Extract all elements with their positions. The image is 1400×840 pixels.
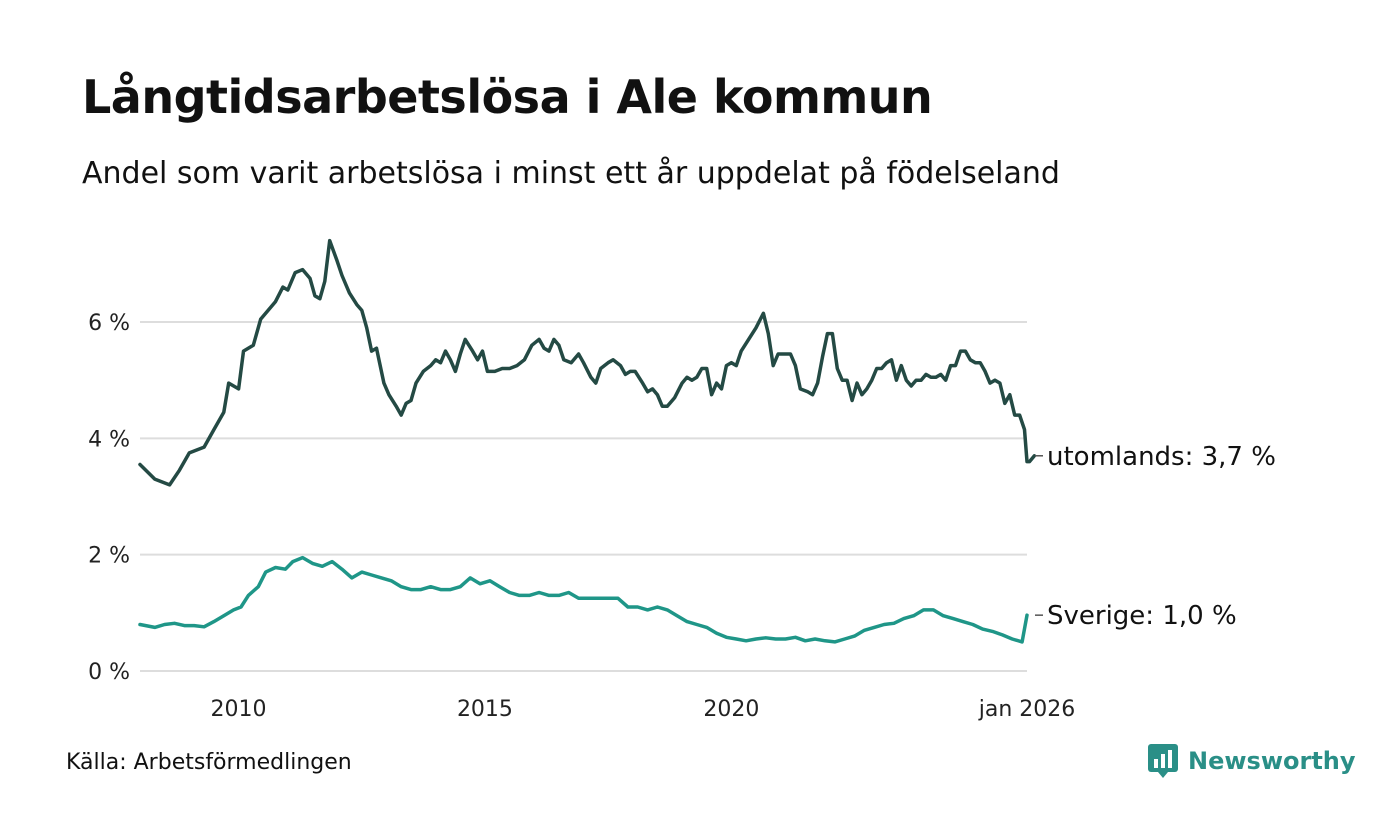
x-tick-label: jan 2026 bbox=[978, 697, 1076, 722]
source-note: Källa: Arbetsförmedlingen bbox=[66, 750, 352, 775]
y-tick-label: 0 % bbox=[88, 660, 130, 685]
chart-title: Långtidsarbetslösa i Ale kommun bbox=[82, 70, 933, 124]
series-line-sverige bbox=[138, 555, 1029, 644]
x-tick-label: 2020 bbox=[703, 697, 759, 722]
series-end-label: utomlands: 3,7 % bbox=[1047, 442, 1276, 472]
newsworthy-logo-icon bbox=[1148, 744, 1178, 778]
x-tick-label: 2010 bbox=[211, 697, 267, 722]
brand-logo: Newsworthy bbox=[1148, 744, 1356, 778]
y-tick-label: 2 % bbox=[88, 544, 130, 569]
brand-name: Newsworthy bbox=[1188, 747, 1356, 775]
series-line-utomlands bbox=[138, 238, 1037, 487]
y-tick-label: 6 % bbox=[88, 311, 130, 336]
series-end-label: Sverige: 1,0 % bbox=[1047, 601, 1237, 631]
chart-subtitle: Andel som varit arbetslösa i minst ett å… bbox=[82, 156, 1060, 191]
x-tick-label: 2015 bbox=[457, 697, 513, 722]
y-tick-label: 4 % bbox=[88, 427, 130, 452]
